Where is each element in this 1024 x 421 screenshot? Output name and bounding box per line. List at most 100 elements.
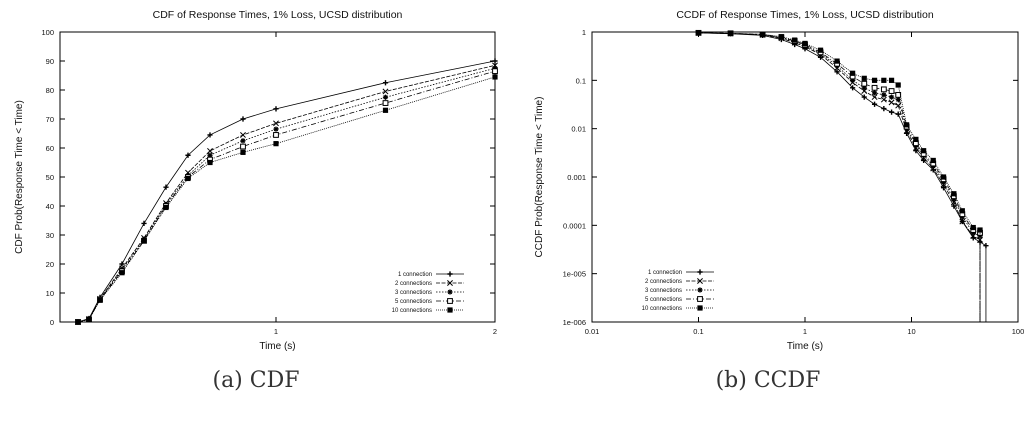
data-point	[850, 85, 856, 91]
data-point	[850, 70, 856, 76]
data-point	[871, 94, 878, 101]
chart-title: CCDF of Response Times, 1% Loss, UCSD di…	[676, 9, 934, 21]
legend-label: 5 connections	[395, 299, 432, 305]
y-tick-label: 60	[46, 144, 54, 153]
data-point	[778, 34, 784, 40]
data-point	[959, 208, 965, 214]
data-point	[850, 77, 856, 83]
data-point	[86, 317, 92, 323]
data-point	[904, 122, 910, 128]
y-axis-label: CDF Prob(Response Time < Time)	[14, 100, 25, 254]
data-point	[141, 220, 147, 226]
data-point	[895, 96, 901, 103]
y-tick-label: 0.0001	[563, 221, 586, 230]
data-point	[834, 58, 840, 64]
y-tick-label: 30	[46, 231, 54, 240]
data-point	[240, 138, 246, 144]
data-point	[861, 80, 868, 87]
y-tick-label: 1e-006	[563, 318, 586, 327]
y-tick-label: 40	[46, 202, 54, 211]
data-point	[888, 94, 895, 100]
data-point	[207, 147, 213, 154]
data-point	[881, 92, 887, 98]
data-point	[861, 94, 867, 100]
data-point	[760, 31, 766, 37]
data-point	[492, 58, 498, 64]
data-point	[977, 236, 983, 243]
data-point	[75, 319, 81, 325]
data-point	[817, 47, 824, 53]
series-1-connection	[75, 58, 498, 325]
series-line	[77, 76, 496, 323]
x-tick-label: 0.01	[585, 327, 600, 336]
data-point	[492, 68, 498, 75]
data-point	[185, 152, 191, 158]
data-point	[240, 116, 246, 122]
data-point	[163, 204, 169, 211]
x-tick-label: 100	[1012, 327, 1024, 336]
series-3-connections	[75, 65, 498, 325]
legend-marker	[697, 269, 703, 275]
data-point	[921, 157, 927, 164]
data-point	[273, 126, 279, 132]
data-point	[207, 159, 213, 166]
data-point	[119, 261, 125, 267]
data-point	[273, 120, 279, 127]
legend-label: 5 connections	[645, 297, 682, 303]
data-point	[119, 270, 125, 276]
data-point	[273, 106, 279, 112]
legend-marker	[447, 298, 453, 304]
legend: 1 connection 2 connections 3 connections 5 …	[392, 271, 464, 314]
data-point	[207, 132, 213, 138]
legend-label: 3 connections	[395, 290, 432, 296]
legend-label: 10 connections	[642, 306, 682, 312]
legend-marker	[697, 278, 703, 284]
legend-label: 2 connections	[645, 279, 682, 285]
series-line	[77, 70, 496, 323]
y-tick-label: 20	[46, 260, 54, 269]
data-point	[913, 136, 919, 142]
legend-marker	[447, 271, 453, 277]
ccdf-panel: CCDF of Response Times, 1% Loss, UCSD di…	[512, 0, 1024, 421]
data-point	[871, 77, 878, 83]
series-10-connections	[75, 74, 498, 325]
legend-marker	[447, 307, 453, 313]
y-tick-label: 0.01	[571, 125, 586, 134]
legend-marker	[447, 289, 453, 295]
data-point	[861, 75, 867, 81]
data-point	[273, 132, 279, 138]
y-tick-label: 10	[46, 289, 54, 298]
series-line	[77, 60, 496, 323]
data-point	[951, 191, 957, 197]
x-tick-label: 2	[493, 327, 497, 336]
y-tick-label: 0	[50, 318, 54, 327]
legend-label: 1 connection	[648, 270, 682, 276]
data-point	[240, 131, 246, 138]
data-point	[792, 37, 798, 43]
legend: 1 connection 2 connections 3 connections 5 …	[642, 269, 714, 312]
data-point	[895, 102, 902, 109]
series-5-connections	[75, 68, 498, 325]
cdf-panel: CDF of Response Times, 1% Loss, UCSD dis…	[14, 9, 498, 393]
y-tick-label: 80	[46, 86, 54, 95]
data-point	[871, 90, 878, 96]
data-point	[97, 297, 103, 303]
legend-marker	[697, 305, 703, 311]
data-point	[881, 106, 887, 112]
series-2-connections	[75, 62, 498, 325]
x-tick-label: 10	[907, 327, 915, 336]
data-point	[977, 227, 983, 233]
data-point	[913, 148, 919, 154]
data-point	[163, 184, 169, 190]
legend-marker	[697, 296, 703, 302]
data-point	[695, 30, 702, 36]
data-point	[240, 149, 246, 155]
data-point	[940, 174, 947, 180]
x-tick-label: 0.1	[693, 327, 703, 336]
data-point	[930, 157, 936, 164]
data-point	[492, 74, 498, 80]
data-point	[888, 88, 895, 94]
legend-marker	[447, 280, 453, 286]
legend-label: 10 connections	[392, 308, 432, 314]
data-point	[871, 101, 878, 107]
